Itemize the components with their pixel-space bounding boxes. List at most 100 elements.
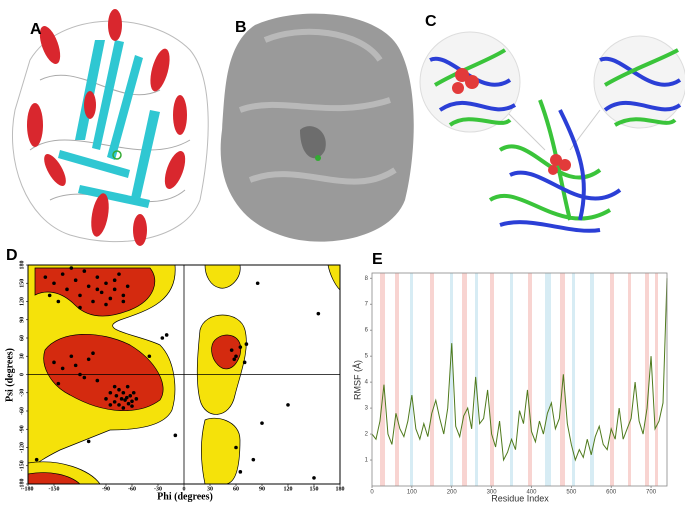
- point: [117, 403, 121, 407]
- y-tick-label: 4: [365, 380, 369, 386]
- y-tick-label: 150: [19, 279, 25, 288]
- y-tick-label: 1: [365, 458, 369, 464]
- point: [242, 360, 247, 365]
- stripe: [430, 273, 434, 486]
- panel-label: A: [30, 21, 42, 38]
- y-tick-label: 2: [365, 432, 369, 438]
- point: [232, 357, 237, 362]
- x-tick-label: 30: [207, 486, 213, 492]
- point: [147, 354, 152, 359]
- stripe: [645, 273, 649, 486]
- point: [91, 351, 95, 356]
- point: [125, 395, 129, 400]
- x-tick-label: 90: [259, 486, 265, 492]
- point: [121, 299, 126, 304]
- point: [99, 290, 104, 295]
- y-tick-label: -150: [19, 460, 25, 471]
- y-tick-label: 7: [365, 302, 369, 308]
- panel-label: E: [372, 251, 383, 268]
- x-axis-label: Phi (degrees): [157, 491, 213, 502]
- x-tick-label: 60: [233, 486, 239, 492]
- plot-frame: [371, 272, 668, 487]
- point: [69, 354, 74, 359]
- point: [112, 400, 117, 404]
- point: [78, 293, 82, 298]
- point: [56, 381, 61, 386]
- point: [104, 281, 108, 286]
- point: [121, 293, 126, 298]
- panel-label: D: [6, 247, 18, 264]
- panel-label: B: [235, 19, 247, 36]
- y-tick-label: 6: [365, 328, 369, 334]
- point: [121, 406, 126, 410]
- point: [125, 384, 130, 389]
- point: [86, 357, 91, 362]
- x-axis-label: Residue Index: [491, 493, 549, 503]
- point: [130, 399, 134, 404]
- point: [112, 384, 117, 389]
- point: [108, 296, 113, 301]
- point: [43, 275, 48, 279]
- point: [316, 311, 321, 316]
- y-tick-label: 0: [19, 373, 25, 376]
- point: [244, 342, 249, 346]
- point: [56, 299, 61, 304]
- x-tick-label: 200: [447, 490, 458, 496]
- x-tick-label: -30: [154, 486, 162, 492]
- point: [114, 393, 119, 398]
- point: [112, 278, 117, 283]
- point: [73, 278, 78, 283]
- point: [121, 390, 126, 395]
- point: [60, 366, 65, 371]
- point: [34, 457, 39, 462]
- stripe: [450, 273, 453, 486]
- y-tick-label: 3: [365, 406, 369, 412]
- point: [125, 284, 130, 289]
- point: [73, 363, 78, 368]
- y-tick-label: 5: [365, 354, 369, 360]
- point: [238, 345, 243, 349]
- point: [52, 281, 56, 286]
- point: [255, 281, 260, 286]
- y-tick-label: 30: [19, 353, 25, 359]
- point: [229, 348, 234, 352]
- x-tick-label: -180: [23, 486, 34, 492]
- panel-c-structure: [419, 31, 685, 233]
- point: [117, 272, 121, 276]
- point: [130, 404, 134, 408]
- point: [82, 375, 87, 380]
- point: [286, 403, 290, 407]
- point: [65, 287, 69, 292]
- stripe: [545, 273, 551, 486]
- point: [126, 401, 131, 406]
- point: [234, 354, 238, 359]
- panel-b-surface: [220, 13, 414, 242]
- y-tick-label: 180: [19, 261, 25, 270]
- x-tick-label: 600: [606, 490, 617, 496]
- x-tick-label: 120: [284, 486, 293, 492]
- panel-label: C: [425, 13, 437, 30]
- point: [128, 393, 133, 398]
- x-tick-label: -150: [49, 486, 60, 492]
- point: [131, 390, 136, 395]
- point: [234, 445, 238, 450]
- point: [117, 387, 121, 392]
- stripe: [655, 273, 658, 486]
- stripe: [610, 273, 614, 486]
- point: [164, 333, 169, 337]
- stripe: [395, 273, 399, 486]
- point: [160, 336, 165, 340]
- stripe: [628, 273, 631, 486]
- point: [95, 378, 100, 383]
- x-tick-label: -60: [128, 486, 136, 492]
- point: [112, 287, 117, 292]
- x-tick-label: 700: [646, 490, 657, 496]
- point: [119, 397, 124, 401]
- y-axis-label: Psi (degrees): [4, 348, 15, 402]
- point: [52, 360, 56, 365]
- x-tick-label: 100: [407, 490, 418, 496]
- stripe: [490, 273, 494, 486]
- x-tick-label: -90: [102, 486, 110, 492]
- point: [78, 372, 82, 377]
- point: [95, 287, 100, 292]
